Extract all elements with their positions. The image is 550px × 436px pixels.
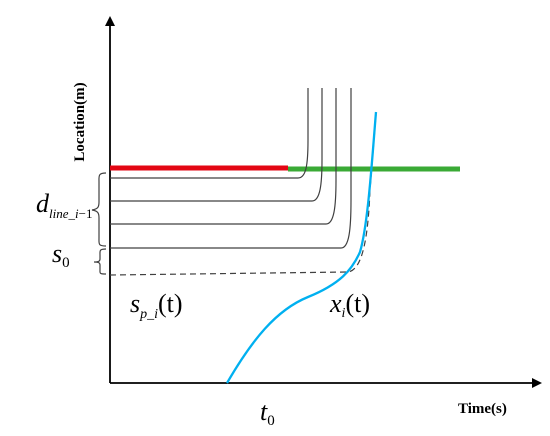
label-t0: t0 <box>260 397 275 429</box>
platoon-trajectory-2 <box>110 88 323 202</box>
platoon-trajectory-1 <box>110 88 309 179</box>
ego-trajectory <box>226 111 378 384</box>
label-s0: s0 <box>52 239 70 271</box>
platoon-trajectory-3 <box>110 88 337 225</box>
brace-d-line <box>91 172 107 247</box>
x-axis-label: Time(s) <box>458 401 507 417</box>
y-axis-label: Location(m) <box>72 82 88 161</box>
label-d-line: dline_i−1 <box>36 189 92 221</box>
brace-s0 <box>93 248 107 275</box>
label-xi: xi(t) <box>329 289 370 321</box>
platoon-trajectory-4 <box>110 88 352 249</box>
label-sp-i: sp_i(t) <box>130 289 183 322</box>
